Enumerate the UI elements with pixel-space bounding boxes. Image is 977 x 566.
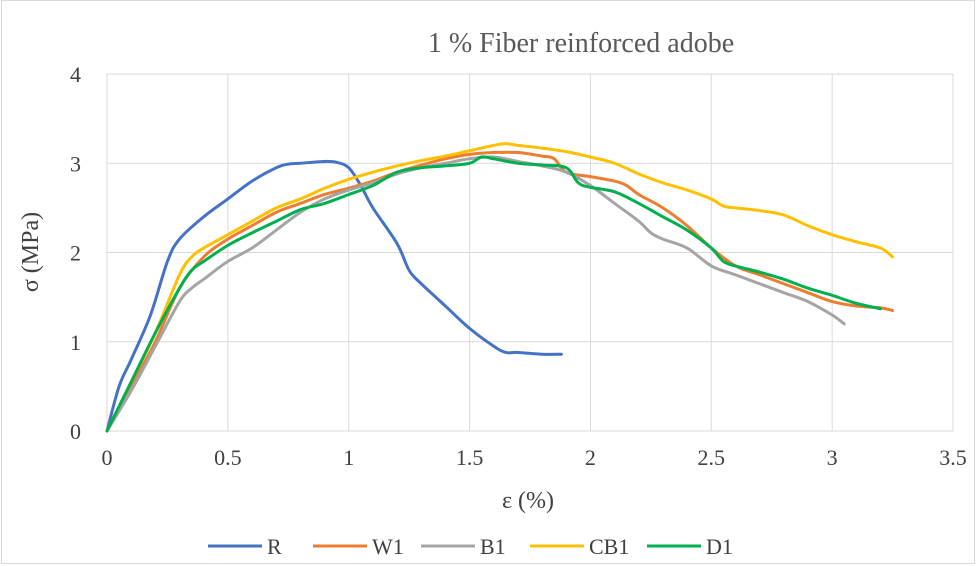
x-tick-label: 0.5: [214, 445, 242, 470]
y-tick-label: 2: [70, 241, 81, 266]
legend-item-b1: B1: [421, 534, 506, 559]
series-lines: [105, 142, 895, 433]
y-tick-label: 3: [70, 151, 81, 176]
legend-item-cb1: CB1: [530, 534, 629, 559]
x-tick-label: 1: [343, 445, 354, 470]
x-tick-label: 2.5: [698, 445, 726, 470]
x-tick-label: 0: [102, 445, 113, 470]
legend-label: D1: [706, 534, 733, 559]
series-line-d1: [105, 155, 882, 433]
series-line-r: [105, 159, 563, 433]
series-line-cb1: [105, 142, 895, 433]
chart-title: 1 % Fiber reinforced adobe: [428, 28, 734, 59]
x-tick-label: 1.5: [456, 445, 484, 470]
legend-label: W1: [372, 534, 404, 559]
x-axis-label: ε (%): [502, 488, 554, 514]
legend-label: R: [267, 534, 282, 559]
legend: R W1 B1 CB1 D1: [208, 534, 733, 559]
gridlines: [106, 73, 954, 432]
y-tick-label: 0: [70, 419, 81, 444]
y-axis-label: σ (MPa): [18, 212, 44, 292]
legend-label: B1: [480, 534, 506, 559]
legend-label: CB1: [589, 534, 629, 559]
x-tick-label: 2: [585, 445, 596, 470]
series-line-b1: [105, 155, 846, 433]
y-tick-label: 1: [70, 330, 81, 355]
legend-item-w1: W1: [313, 534, 404, 559]
y-tick-label: 4: [70, 62, 81, 87]
x-tick-label: 3.5: [939, 445, 967, 470]
x-tick-label: 3: [827, 445, 838, 470]
legend-item-d1: D1: [647, 534, 733, 559]
legend-item-r: R: [208, 534, 282, 559]
series-line-w1: [105, 150, 895, 433]
tick-labels: 0 0.5 1 1.5 2 2.5 3 3.5 0 1 2 3 4: [70, 62, 967, 470]
